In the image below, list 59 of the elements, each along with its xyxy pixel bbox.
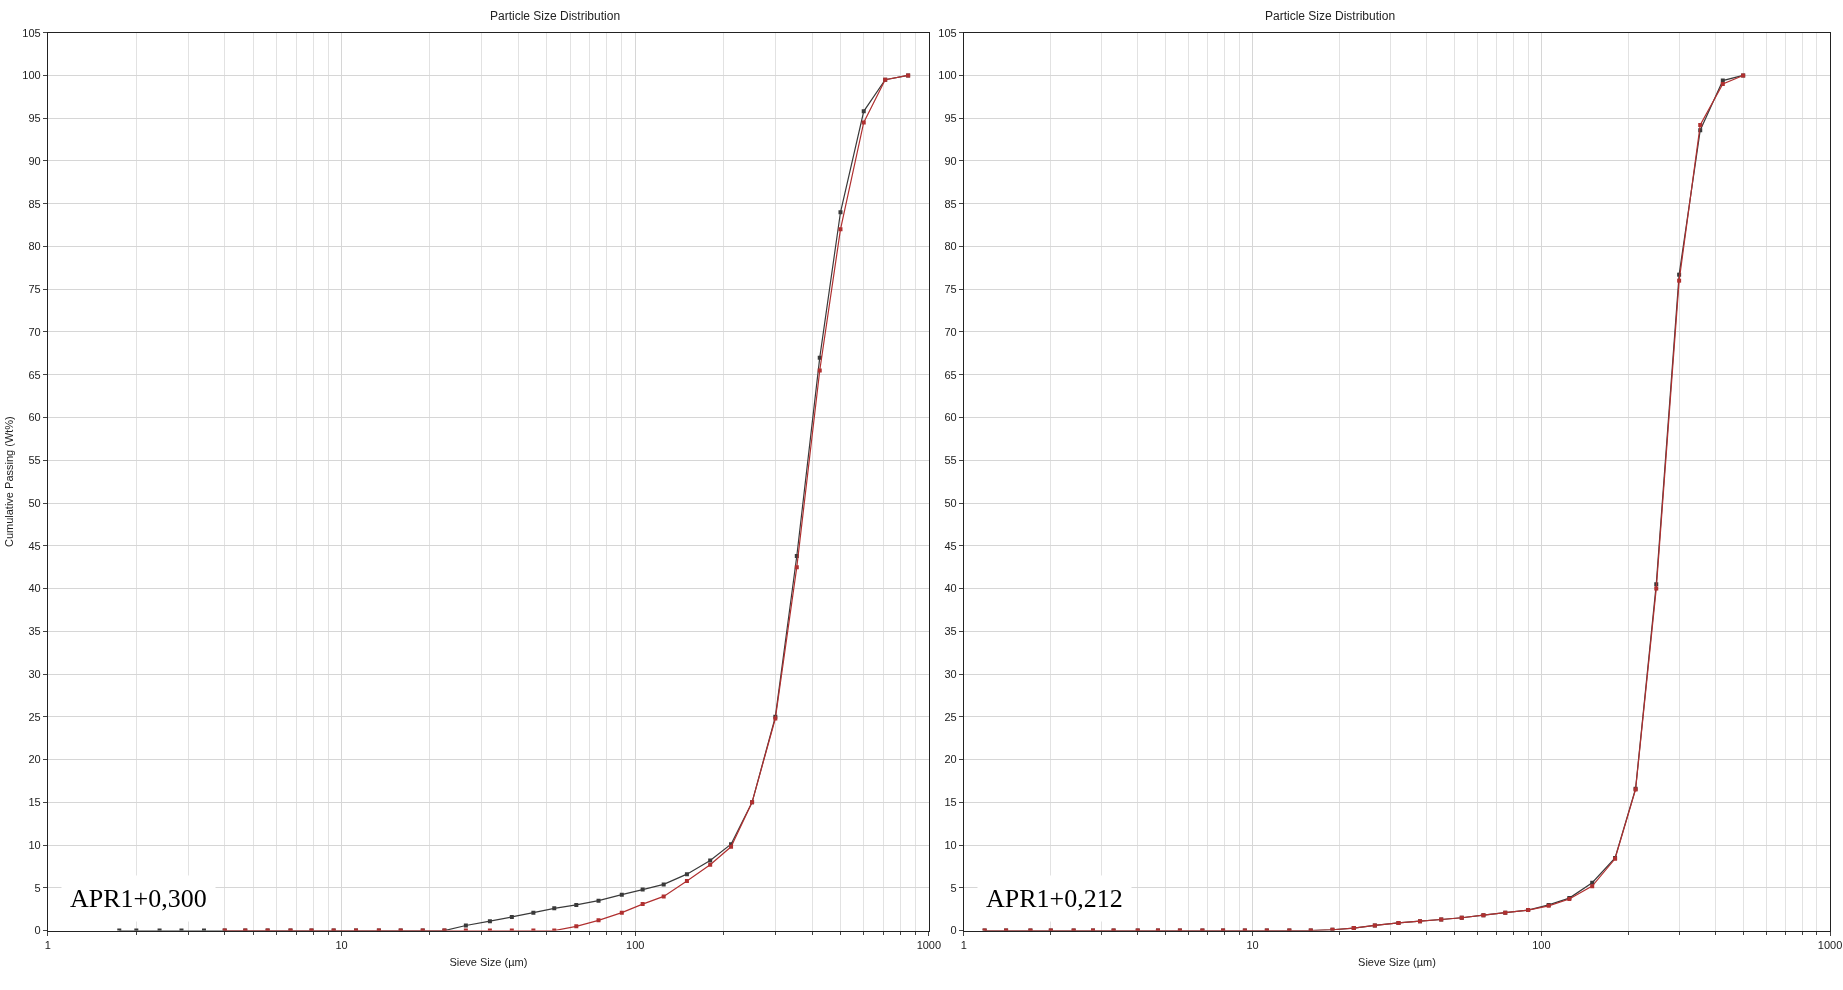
chart-title: Particle Size Distribution: [490, 9, 621, 23]
x-tick-label: 10: [335, 938, 348, 951]
y-tick-label: 60: [28, 411, 41, 424]
y-tick-label: 10: [28, 838, 41, 851]
y-tick-label: 65: [944, 368, 957, 381]
y-tick-label: 105: [22, 26, 41, 39]
y-tick-label: 95: [28, 112, 41, 125]
x-tick-label: 100: [1532, 938, 1551, 951]
y-tick-label: 50: [944, 496, 957, 509]
y-tick-label: 55: [28, 454, 41, 467]
chart-title: Particle Size Distribution: [1265, 9, 1396, 23]
y-tick-label: 75: [944, 283, 957, 296]
y-tick-label: 0: [950, 924, 957, 937]
x-axis-title: Sieve Size (µm): [1358, 956, 1436, 968]
y-tick-label: 5: [950, 881, 957, 894]
y-tick-label: 45: [28, 539, 41, 552]
y-tick-label: 45: [944, 539, 957, 552]
y-tick-label: 5: [34, 881, 41, 894]
x-tick-label: 1: [960, 938, 967, 951]
annotation: APR1+0,300: [70, 884, 207, 913]
y-tick-label: 35: [944, 625, 957, 638]
x-tick-label: 1000: [1817, 938, 1843, 951]
y-tick-label: 100: [938, 69, 957, 82]
y-tick-label: 80: [28, 240, 41, 253]
x-tick-label: 1: [44, 938, 51, 951]
y-tick-label: 30: [28, 667, 41, 680]
y-tick-label: 0: [34, 924, 41, 937]
x-axis-title: Sieve Size (µm): [449, 956, 528, 968]
x-tick-label: 100: [626, 938, 645, 951]
x-tick-label: 1000: [916, 938, 942, 951]
y-tick-label: 30: [944, 667, 957, 680]
y-tick-label: 70: [28, 325, 41, 338]
y-tick-label: 75: [28, 283, 41, 296]
y-tick-label: 20: [944, 753, 957, 766]
y-tick-label: 10: [944, 838, 957, 851]
annotation: APR1+0,212: [986, 884, 1123, 913]
y-axis-title: Cumulative Passing (Wt%): [3, 416, 16, 548]
y-tick-label: 100: [22, 69, 41, 82]
y-tick-label: 95: [944, 112, 957, 125]
y-tick-label: 70: [944, 325, 957, 338]
y-tick-label: 15: [28, 796, 41, 809]
y-tick-label: 60: [944, 411, 957, 424]
y-tick-label: 25: [28, 710, 41, 723]
y-tick-label: 50: [28, 496, 41, 509]
y-tick-label: 80: [944, 240, 957, 253]
y-tick-label: 40: [944, 582, 957, 595]
y-tick-label: 20: [28, 753, 41, 766]
y-tick-label: 55: [944, 454, 957, 467]
y-tick-label: 90: [944, 154, 957, 167]
y-tick-label: 25: [944, 710, 957, 723]
y-tick-label: 65: [28, 368, 41, 381]
y-tick-label: 105: [938, 26, 957, 39]
y-tick-label: 15: [944, 796, 957, 809]
y-tick-label: 90: [28, 154, 41, 167]
x-tick-label: 10: [1246, 938, 1259, 951]
y-tick-label: 85: [944, 197, 957, 210]
y-tick-label: 35: [28, 625, 41, 638]
y-tick-label: 85: [28, 197, 41, 210]
y-tick-label: 40: [28, 582, 41, 595]
